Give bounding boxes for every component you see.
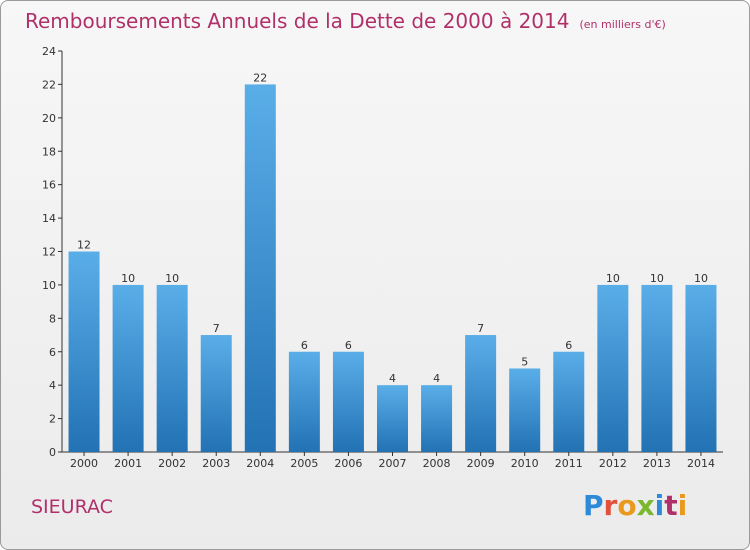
bar-value-label: 7 xyxy=(477,322,484,335)
y-tick-label: 6 xyxy=(49,346,56,359)
bar xyxy=(641,284,673,452)
bar-value-label: 6 xyxy=(301,339,308,352)
x-tick-label: 2002 xyxy=(158,457,186,470)
bar xyxy=(597,284,629,452)
bar-value-label: 10 xyxy=(606,272,620,285)
bar-value-label: 6 xyxy=(565,339,572,352)
bar xyxy=(156,284,188,452)
x-tick-label: 2001 xyxy=(114,457,142,470)
y-tick-label: 16 xyxy=(42,179,56,192)
bar xyxy=(465,335,497,452)
bar xyxy=(112,284,144,452)
x-tick-label: 2004 xyxy=(246,457,274,470)
y-tick-label: 20 xyxy=(42,112,56,125)
x-tick-label: 2010 xyxy=(511,457,539,470)
bar-value-label: 10 xyxy=(121,272,135,285)
y-tick-label: 12 xyxy=(42,246,56,259)
y-tick-label: 4 xyxy=(49,379,56,392)
bar-value-label: 4 xyxy=(433,372,440,385)
y-tick-label: 0 xyxy=(49,446,56,459)
x-tick-label: 2003 xyxy=(202,457,230,470)
chart-title: Remboursements Annuels de la Dette de 20… xyxy=(25,9,666,33)
x-tick-label: 2009 xyxy=(467,457,495,470)
y-tick-label: 18 xyxy=(42,145,56,158)
y-tick-label: 2 xyxy=(49,413,56,426)
location-name: SIEURAC xyxy=(31,496,113,518)
bar xyxy=(68,251,100,452)
bar xyxy=(553,351,585,452)
x-tick-label: 2013 xyxy=(643,457,671,470)
bar-value-label: 6 xyxy=(345,339,352,352)
x-tick-label: 2014 xyxy=(687,457,715,470)
y-tick-label: 22 xyxy=(42,78,56,91)
bar-value-label: 12 xyxy=(77,239,91,252)
bar xyxy=(377,385,408,452)
x-tick-label: 2012 xyxy=(599,457,627,470)
bar-value-label: 7 xyxy=(213,322,220,335)
x-tick-label: 2007 xyxy=(379,457,407,470)
bar xyxy=(685,284,717,452)
y-tick-label: 8 xyxy=(49,312,56,325)
bar-value-label: 22 xyxy=(253,71,267,84)
chart-unit: (en milliers d'€) xyxy=(579,18,666,31)
bar xyxy=(421,385,453,452)
bar xyxy=(332,351,364,452)
bar xyxy=(288,351,320,452)
bar-value-label: 10 xyxy=(165,272,179,285)
proxiti-logo: Proxiti xyxy=(583,489,688,522)
x-tick-label: 2005 xyxy=(290,457,318,470)
bar xyxy=(244,84,276,453)
chart-title-text: Remboursements Annuels de la Dette de 20… xyxy=(25,9,570,33)
bar-value-label: 10 xyxy=(650,272,664,285)
x-tick-label: 2006 xyxy=(334,457,362,470)
y-tick-label: 24 xyxy=(42,45,56,58)
x-tick-label: 2011 xyxy=(555,457,583,470)
bar xyxy=(509,368,541,452)
bar xyxy=(200,335,232,452)
bar-value-label: 10 xyxy=(694,272,708,285)
y-tick-label: 14 xyxy=(42,212,56,225)
x-tick-label: 2000 xyxy=(70,457,98,470)
y-tick-label: 10 xyxy=(42,279,56,292)
bar-value-label: 5 xyxy=(521,355,528,368)
bar-value-label: 4 xyxy=(389,372,396,385)
x-tick-label: 2008 xyxy=(423,457,451,470)
